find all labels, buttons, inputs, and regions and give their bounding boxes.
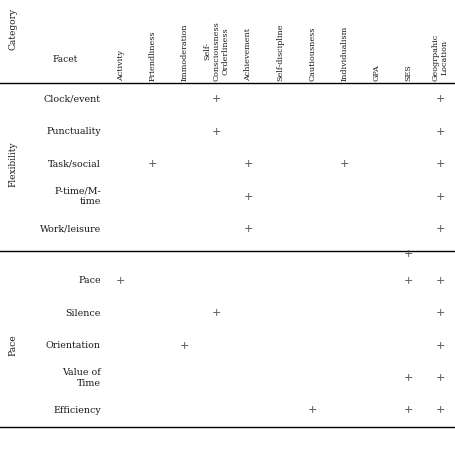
Text: +: + [116,276,125,286]
Text: GPA: GPA [371,64,379,81]
Text: +: + [212,94,221,104]
Text: Self-
Consciousness
Orderliness: Self- Consciousness Orderliness [203,22,229,81]
Text: +: + [435,405,444,415]
Text: Individualism: Individualism [339,26,348,81]
Text: +: + [307,405,316,415]
Text: +: + [212,308,221,318]
Text: +: + [435,276,444,286]
Text: +: + [435,192,444,202]
Text: Cautiousness: Cautiousness [308,27,316,81]
Text: Orientation: Orientation [46,341,101,350]
Text: Punctuality: Punctuality [46,127,101,136]
Text: +: + [435,159,444,169]
Text: +: + [435,94,444,104]
Text: +: + [243,192,253,202]
Text: +: + [403,373,412,383]
Text: Silence: Silence [66,309,101,318]
Text: +: + [435,341,444,351]
Text: Category: Category [8,8,17,50]
Text: +: + [435,224,444,234]
Text: Self-discipline: Self-discipline [276,24,284,81]
Text: SES: SES [403,64,411,81]
Text: +: + [243,159,253,169]
Text: +: + [212,127,221,137]
Text: +: + [435,373,444,383]
Text: Pace: Pace [78,276,101,285]
Text: +: + [180,341,189,351]
Text: +: + [339,159,348,169]
Text: Value of
Time: Value of Time [62,368,101,388]
Text: +: + [403,249,412,259]
Text: Clock/event: Clock/event [44,95,101,104]
Text: Flexibility: Flexibility [8,141,17,187]
Text: Geogrpahic
Location: Geogrpahic Location [430,34,448,81]
Text: Friendliness: Friendliness [148,31,157,81]
Text: Task/social: Task/social [48,160,101,169]
Text: Pace: Pace [8,335,17,356]
Text: Efficiency: Efficiency [53,406,101,415]
Text: +: + [148,159,157,169]
Text: +: + [403,405,412,415]
Text: +: + [243,224,253,234]
Text: P-time/M-
time: P-time/M- time [54,187,101,207]
Text: Activity: Activity [116,50,125,81]
Text: Immoderation: Immoderation [180,24,188,81]
Text: Facet: Facet [52,55,77,64]
Text: Work/leisure: Work/leisure [40,225,101,234]
Text: Achievement: Achievement [244,28,252,81]
Text: +: + [435,127,444,137]
Text: +: + [403,276,412,286]
Text: +: + [435,308,444,318]
